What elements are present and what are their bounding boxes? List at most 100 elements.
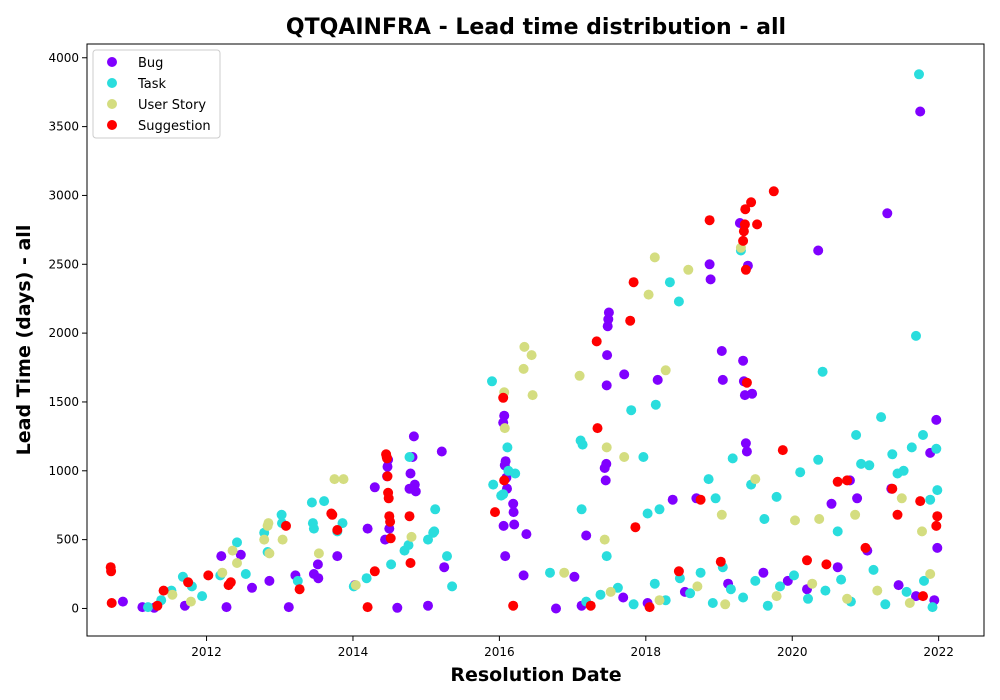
y-tick-label-7: 3500 — [48, 120, 79, 134]
point-user-story-7 — [263, 518, 274, 529]
point-bug-41 — [518, 570, 529, 581]
point-suggestion-42 — [740, 264, 751, 275]
point-suggestion-33 — [625, 315, 636, 326]
point-task-94 — [820, 585, 831, 596]
point-suggestion-24 — [385, 533, 396, 544]
point-suggestion-18 — [382, 453, 393, 464]
point-task-63 — [856, 458, 867, 469]
point-bug-35 — [498, 520, 509, 531]
point-task-59 — [813, 454, 824, 465]
point-task-69 — [906, 442, 917, 453]
point-task-64 — [864, 460, 875, 471]
point-user-story-40 — [654, 595, 665, 606]
point-suggestion-10 — [294, 584, 305, 595]
point-task-49 — [664, 277, 675, 288]
point-task-11 — [276, 509, 287, 520]
point-bug-42 — [569, 571, 580, 582]
point-task-17 — [319, 496, 330, 507]
point-user-story-38 — [925, 569, 936, 579]
x-tick-label-1: 2014 — [338, 645, 369, 659]
point-bug-46 — [601, 458, 612, 469]
point-suggestion-45 — [752, 219, 763, 230]
point-task-58 — [795, 467, 806, 478]
point-bug-37 — [508, 498, 519, 509]
point-bug-52 — [619, 369, 630, 380]
point-bug-11 — [313, 573, 324, 584]
point-user-story-32 — [750, 474, 761, 485]
point-task-70 — [911, 330, 921, 341]
y-tick-label-2: 1000 — [48, 464, 79, 478]
point-bug-5 — [235, 549, 246, 560]
x-tick-label-5: 2022 — [923, 645, 954, 659]
point-suggestion-2 — [106, 598, 117, 608]
point-bug-61 — [738, 355, 749, 366]
point-bug-65 — [741, 446, 752, 457]
point-bug-71 — [852, 493, 863, 504]
point-task-21 — [361, 573, 372, 584]
point-task-24 — [404, 452, 415, 462]
point-suggestion-38 — [738, 235, 749, 246]
point-task-52 — [710, 493, 721, 504]
point-task-19 — [337, 518, 348, 529]
point-bug-7 — [264, 575, 275, 586]
point-suggestion-25 — [404, 511, 415, 522]
point-bug-89 — [893, 580, 904, 591]
point-bug-56 — [704, 259, 715, 270]
point-suggestion-56 — [932, 511, 943, 522]
point-bug-0 — [117, 596, 128, 607]
point-task-29 — [430, 504, 441, 515]
point-bug-15 — [369, 482, 380, 493]
point-task-93 — [803, 593, 813, 604]
point-bug-45 — [600, 475, 611, 486]
point-suggestion-29 — [499, 475, 510, 486]
point-task-62 — [851, 430, 862, 440]
point-user-story-30 — [716, 509, 727, 520]
point-task-84 — [695, 567, 706, 578]
point-bug-6 — [247, 582, 257, 593]
point-task-65 — [876, 412, 887, 423]
point-user-story-5 — [259, 534, 270, 545]
point-bug-27 — [436, 446, 447, 457]
point-bug-28 — [439, 562, 450, 573]
point-suggestion-52 — [892, 509, 903, 520]
x-tick-label-0: 2012 — [191, 645, 222, 659]
point-bug-4 — [221, 602, 232, 613]
point-task-79 — [628, 599, 639, 610]
y-tick-label-1: 500 — [56, 533, 79, 547]
point-bug-54 — [667, 494, 678, 505]
point-bug-74 — [915, 106, 926, 117]
point-suggestion-26 — [405, 558, 416, 568]
point-task-32 — [487, 376, 497, 387]
point-suggestion-4 — [158, 585, 169, 596]
point-task-14 — [306, 497, 317, 508]
point-task-73 — [925, 494, 936, 505]
point-bug-10 — [312, 559, 323, 570]
point-user-story-19 — [526, 350, 537, 361]
point-task-77 — [595, 589, 606, 600]
point-suggestion-34 — [628, 277, 639, 288]
point-bug-14 — [362, 523, 373, 534]
point-user-story-44 — [807, 578, 818, 589]
point-task-100 — [919, 575, 929, 586]
point-suggestion-3 — [152, 600, 163, 611]
point-suggestion-1 — [106, 566, 117, 577]
point-task-22 — [386, 559, 397, 570]
point-user-story-13 — [350, 580, 361, 591]
point-user-story-27 — [649, 252, 660, 263]
point-task-16 — [308, 523, 319, 534]
point-bug-47 — [601, 380, 612, 391]
point-suggestion-53 — [915, 496, 926, 507]
point-user-story-43 — [771, 591, 782, 602]
point-bug-36 — [500, 551, 511, 562]
point-bug-51 — [603, 307, 614, 318]
point-task-25 — [403, 540, 414, 551]
point-bug-76 — [931, 414, 942, 425]
point-suggestion-51 — [887, 483, 898, 494]
point-suggestion-15 — [369, 566, 380, 577]
point-task-60 — [817, 366, 828, 377]
point-user-story-42 — [720, 599, 731, 610]
point-suggestion-37 — [704, 215, 715, 226]
point-task-92 — [789, 570, 799, 581]
point-user-story-12 — [338, 474, 349, 485]
point-user-story-18 — [519, 341, 530, 352]
